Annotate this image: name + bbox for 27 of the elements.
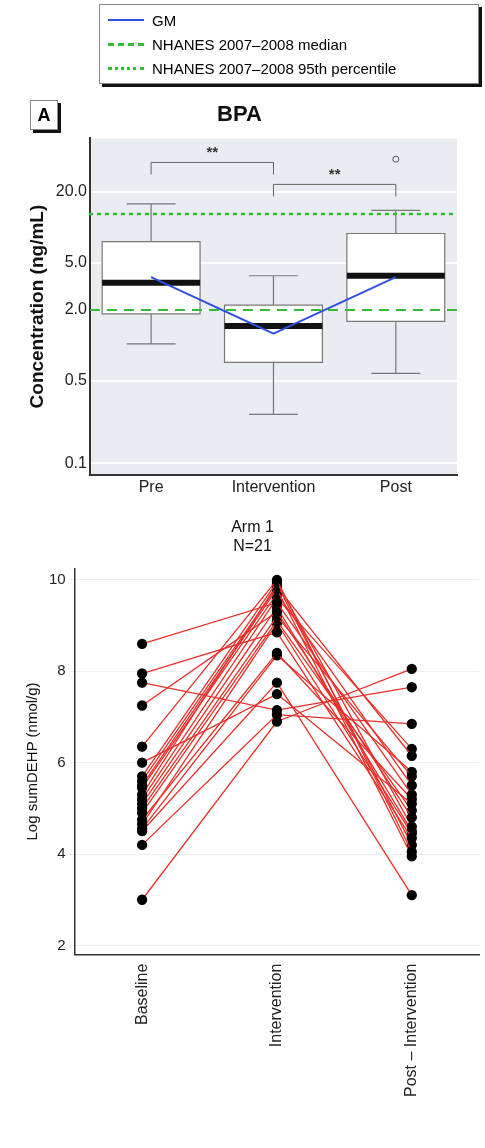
legend-label: NHANES 2007–2008 95th percentile — [152, 59, 397, 77]
x-tick-label: Pre — [138, 477, 164, 495]
annotation: ** — [328, 165, 341, 183]
y-tick-label: 2 — [57, 935, 66, 953]
y-axis-title: Log sumDEHP (nmol/g) — [23, 682, 41, 841]
x-tick-label: Intervention — [267, 963, 285, 1048]
legend-label: NHANES 2007–2008 median — [152, 35, 348, 53]
annotation: ** — [206, 143, 219, 161]
x-tick-label: Intervention — [231, 477, 316, 495]
y-tick-label: 10 — [49, 569, 66, 587]
text: A — [30, 100, 58, 130]
y-tick-label: 5.0 — [64, 253, 88, 271]
chart-subtitle: N=21 — [233, 537, 272, 555]
y-axis-title: Concentration (ng/mL) — [25, 204, 47, 409]
x-tick-label: Post — [379, 477, 413, 495]
y-tick-label: 20.0 — [55, 182, 88, 200]
x-tick-label: Post – Intervention — [402, 963, 420, 1098]
y-tick-label: 2.0 — [64, 300, 88, 318]
x-tick-label: Baseline — [132, 963, 150, 1025]
chart-title: Arm 1 — [231, 518, 274, 536]
y-tick-label: 0.5 — [64, 371, 88, 389]
y-tick-label: 8 — [57, 661, 66, 679]
y-tick-label: 4 — [57, 844, 66, 862]
legend-label: GM — [152, 11, 177, 29]
chart-title: BPA — [217, 101, 263, 127]
y-tick-label: 0.1 — [64, 453, 88, 471]
y-tick-label: 6 — [57, 752, 66, 770]
